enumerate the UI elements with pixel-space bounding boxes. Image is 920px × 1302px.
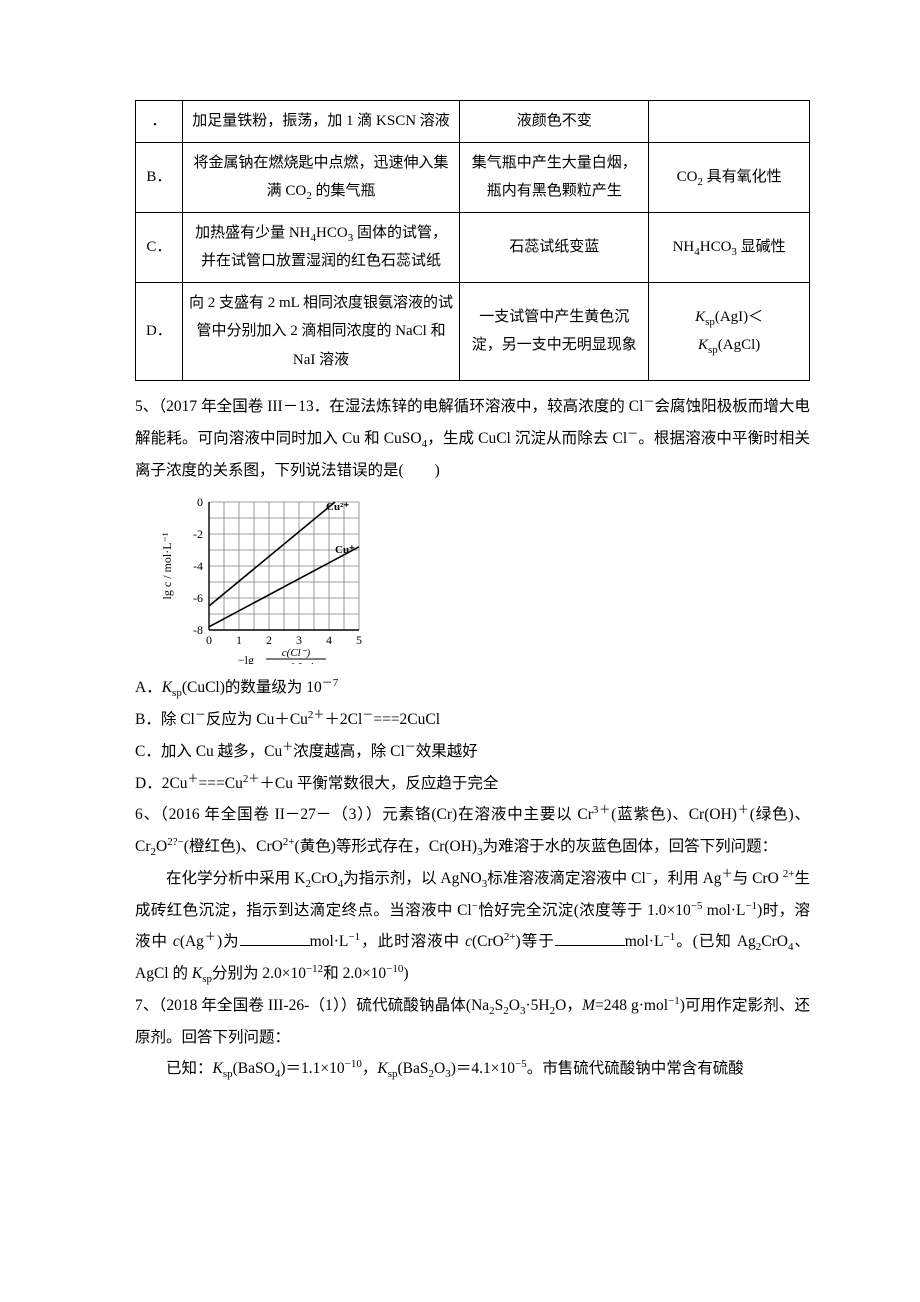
table-row: B． 将金属钠在燃烧匙中点燃，迅速伸入集满 CO2 的集气瓶 集气瓶中产生大量白… bbox=[136, 142, 810, 212]
svg-text:Cu⁺: Cu⁺ bbox=[335, 544, 355, 556]
row-conclusion: NH4HCO3 显碱性 bbox=[649, 212, 810, 282]
row-conclusion: Ksp(AgI)＜Ksp(AgCl) bbox=[649, 282, 810, 381]
svg-text:c(Cl⁻): c(Cl⁻) bbox=[282, 647, 311, 659]
svg-text:0: 0 bbox=[197, 495, 203, 509]
svg-text:Cu²⁺: Cu²⁺ bbox=[326, 501, 349, 513]
q6-intro: 6、（2016 年全国卷 II－27－（3））元素铬(Cr)在溶液中主要以 Cr… bbox=[135, 799, 810, 863]
svg-text:0: 0 bbox=[206, 633, 212, 647]
row-observation: 石蕊试纸变蓝 bbox=[460, 212, 649, 282]
svg-text:-2: -2 bbox=[193, 527, 203, 541]
row-observation: 一支试管中产生黄色沉淀，另一支中无明显现象 bbox=[460, 282, 649, 381]
table-row: C． 加热盛有少量 NH4HCO3 固体的试管，并在试管口放置湿润的红色石蕊试纸… bbox=[136, 212, 810, 282]
svg-text:mol·L⁻¹: mol·L⁻¹ bbox=[278, 661, 315, 664]
document-page: ． 加足量铁粉，振荡，加 1 滴 KSCN 溶液 液颜色不变 B． 将金属钠在燃… bbox=[0, 0, 920, 1145]
row-conclusion bbox=[649, 101, 810, 143]
q7-intro: 7、（2018 年全国卷 III-26-（1））硫代硫酸钠晶体(Na2S2O3·… bbox=[135, 990, 810, 1054]
row-operation: 加足量铁粉，振荡，加 1 滴 KSCN 溶液 bbox=[182, 101, 460, 143]
svg-text:4: 4 bbox=[326, 633, 332, 647]
chart-svg: 0-2-4-6-8012345Cu²⁺Cu⁺lg c / mol·L⁻¹−lgc… bbox=[157, 494, 387, 664]
svg-text:-8: -8 bbox=[193, 623, 203, 637]
svg-text:-6: -6 bbox=[193, 591, 203, 605]
q5-option-c: C．加入 Cu 越多，Cu＋浓度越高，除 Cl－效果越好 bbox=[135, 736, 810, 768]
experiment-table: ． 加足量铁粉，振荡，加 1 滴 KSCN 溶液 液颜色不变 B． 将金属钠在燃… bbox=[135, 100, 810, 381]
svg-text:lg c / mol·L⁻¹: lg c / mol·L⁻¹ bbox=[160, 532, 174, 599]
svg-text:1: 1 bbox=[236, 633, 242, 647]
row-label: C． bbox=[136, 212, 183, 282]
row-conclusion: CO2 具有氧化性 bbox=[649, 142, 810, 212]
table-row: ． 加足量铁粉，振荡，加 1 滴 KSCN 溶液 液颜色不变 bbox=[136, 101, 810, 143]
row-label: B． bbox=[136, 142, 183, 212]
q5-option-d: D．2Cu＋===Cu2＋＋Cu 平衡常数很大，反应趋于完全 bbox=[135, 768, 810, 800]
q6-paragraph: 在化学分析中采用 K2CrO4为指示剂，以 AgNO3标准溶液滴定溶液中 Cl−… bbox=[135, 863, 810, 990]
q5-option-b: B．除 Cl－反应为 Cu＋Cu2＋＋2Cl－===2CuCl bbox=[135, 704, 810, 736]
svg-text:5: 5 bbox=[356, 633, 362, 647]
row-label: D． bbox=[136, 282, 183, 381]
svg-text:−lg: −lg bbox=[238, 653, 254, 664]
svg-text:3: 3 bbox=[296, 633, 302, 647]
table-row: D． 向 2 支盛有 2 mL 相同浓度银氨溶液的试管中分别加入 2 滴相同浓度… bbox=[136, 282, 810, 381]
q5-chart: 0-2-4-6-8012345Cu²⁺Cu⁺lg c / mol·L⁻¹−lgc… bbox=[157, 494, 387, 664]
q7-paragraph: 已知：Ksp(BaSO4)＝1.1×10−10，Ksp(BaS2O3)＝4.1×… bbox=[135, 1053, 810, 1085]
row-operation: 向 2 支盛有 2 mL 相同浓度银氨溶液的试管中分别加入 2 滴相同浓度的 N… bbox=[182, 282, 460, 381]
row-observation: 液颜色不变 bbox=[460, 101, 649, 143]
q5-option-a: A．Ksp(CuCl)的数量级为 10－7 bbox=[135, 672, 810, 704]
row-operation: 将金属钠在燃烧匙中点燃，迅速伸入集满 CO2 的集气瓶 bbox=[182, 142, 460, 212]
row-operation: 加热盛有少量 NH4HCO3 固体的试管，并在试管口放置湿润的红色石蕊试纸 bbox=[182, 212, 460, 282]
svg-text:-4: -4 bbox=[193, 559, 203, 573]
svg-text:2: 2 bbox=[266, 633, 272, 647]
row-label: ． bbox=[136, 101, 183, 143]
row-observation: 集气瓶中产生大量白烟，瓶内有黑色颗粒产生 bbox=[460, 142, 649, 212]
q5-intro: 5、（2017 年全国卷 III－13．在湿法炼锌的电解循环溶液中，较高浓度的 … bbox=[135, 391, 810, 486]
